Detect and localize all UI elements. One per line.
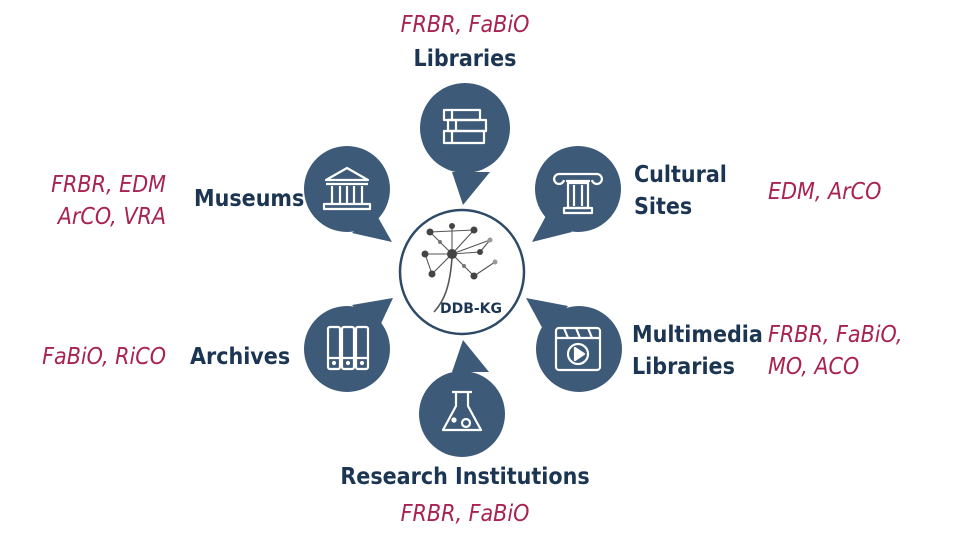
cultural-sites-title-line2: Sites bbox=[634, 194, 693, 220]
research-pointer bbox=[452, 340, 489, 372]
center-label: DDB-KG bbox=[440, 301, 502, 317]
museums-ontologies-line2: ArCO, VRA bbox=[57, 204, 166, 230]
museum-building-icon bbox=[322, 166, 372, 211]
cultural-sites-ontologies: EDM, ArCO bbox=[768, 179, 882, 205]
libraries-ontologies: FRBR, FaBiO bbox=[400, 12, 530, 38]
video-player-icon bbox=[554, 326, 602, 372]
books-icon bbox=[442, 108, 488, 145]
archives-node bbox=[304, 306, 390, 392]
archives-ontologies: FaBiO, RiCO bbox=[42, 344, 166, 370]
multimedia-libraries-node bbox=[536, 306, 622, 392]
multimedia-pointer bbox=[526, 298, 568, 333]
archives-title: Archives bbox=[190, 344, 291, 370]
research-institutions-title: Research Institutions bbox=[340, 464, 590, 490]
research-institutions-ontologies: FRBR, FaBiO bbox=[400, 501, 530, 527]
cultural-sites-pointer bbox=[532, 212, 572, 242]
archive-binders-icon bbox=[326, 325, 370, 371]
multimedia-libraries-ontologies-line1: FRBR, FaBiO, bbox=[768, 322, 903, 348]
multimedia-libraries-title-line1: Multimedia bbox=[632, 322, 763, 348]
multimedia-libraries-title-line2: Libraries bbox=[632, 354, 735, 380]
cultural-sites-node bbox=[535, 146, 621, 232]
museums-pointer bbox=[352, 212, 392, 242]
archives-pointer bbox=[352, 298, 393, 330]
cultural-sites-title-line1: Cultural bbox=[634, 162, 727, 188]
column-icon bbox=[553, 172, 603, 215]
flask-icon bbox=[441, 390, 483, 432]
center-node bbox=[398, 208, 526, 336]
dandelion-network-icon bbox=[421, 223, 498, 313]
museums-ontologies-line1: FRBR, EDM bbox=[51, 172, 166, 198]
museums-title: Museums bbox=[194, 186, 305, 212]
multimedia-libraries-ontologies-line2: MO, ACO bbox=[768, 354, 860, 380]
libraries-node bbox=[420, 83, 510, 173]
research-institutions-node bbox=[419, 371, 505, 457]
libraries-title: Libraries bbox=[413, 46, 517, 72]
libraries-pointer bbox=[452, 172, 490, 205]
